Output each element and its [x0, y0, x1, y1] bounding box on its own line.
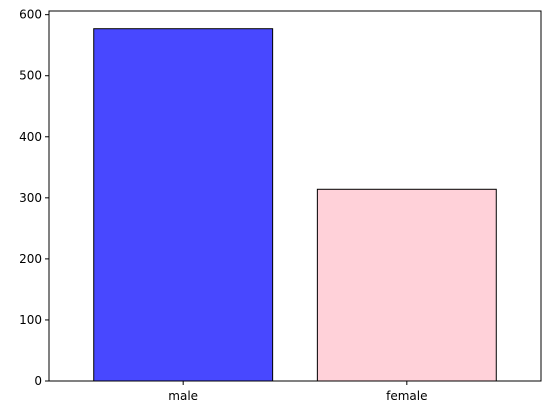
x-tick-label-male: male	[168, 389, 198, 403]
y-tick-label: 300	[19, 191, 42, 205]
x-tick-label-female: female	[386, 389, 427, 403]
bar-female	[316, 188, 497, 382]
y-tick-label: 100	[19, 313, 42, 327]
bar-male	[93, 28, 274, 382]
bars-group	[93, 28, 497, 382]
y-axis: 0 100 200 300 400 500 600	[19, 8, 49, 388]
x-axis: male female	[168, 381, 428, 403]
y-tick-label: 600	[19, 8, 42, 22]
y-tick-label: 400	[19, 130, 42, 144]
y-tick-label: 200	[19, 252, 42, 266]
y-tick-label: 0	[34, 374, 42, 388]
y-tick-label: 500	[19, 69, 42, 83]
plot-frame	[48, 10, 542, 382]
